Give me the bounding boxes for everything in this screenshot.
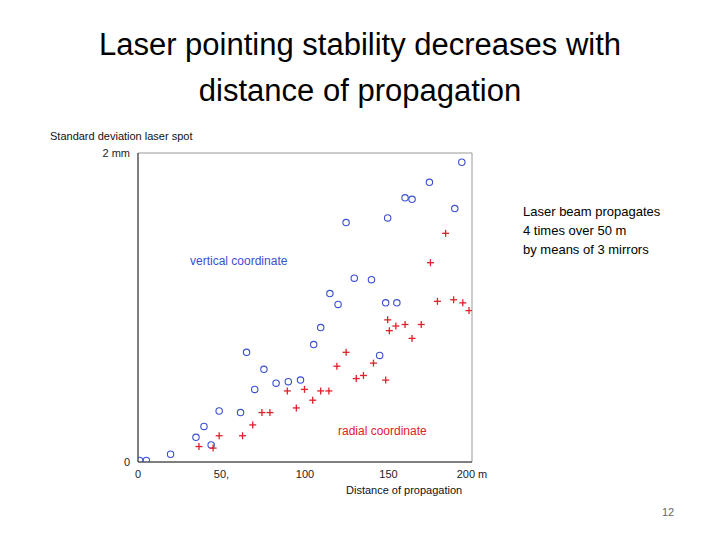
svg-text:150: 150 — [379, 468, 397, 480]
html-text:Laser beam propagates: Laser beam propagates — [523, 204, 661, 219]
html-text:radial coordinate: radial coordinate — [338, 424, 427, 438]
html-text:by means of 3 mirrors: by means of 3 mirrors — [523, 242, 649, 257]
html-text:Laser pointing stability decre: Laser pointing stability decreases with … — [98, 27, 622, 108]
svg-text:200 m: 200 m — [457, 468, 488, 480]
html-text:12: 12 — [662, 506, 675, 518]
html-text:4 times over 50 m: 4 times over 50 m — [523, 223, 627, 238]
svg-text:0: 0 — [135, 468, 141, 480]
svg-text:2 mm: 2 mm — [103, 147, 131, 159]
svg-text:50,: 50, — [214, 468, 229, 480]
html-text:Standard deviation laser spot: Standard deviation laser spot — [50, 130, 193, 142]
svg-text:100: 100 — [296, 468, 314, 480]
html-text:Distance of propagation: Distance of propagation — [346, 484, 463, 496]
svg-text:0: 0 — [124, 456, 130, 468]
html-text:vertical coordinate: vertical coordinate — [190, 254, 288, 268]
